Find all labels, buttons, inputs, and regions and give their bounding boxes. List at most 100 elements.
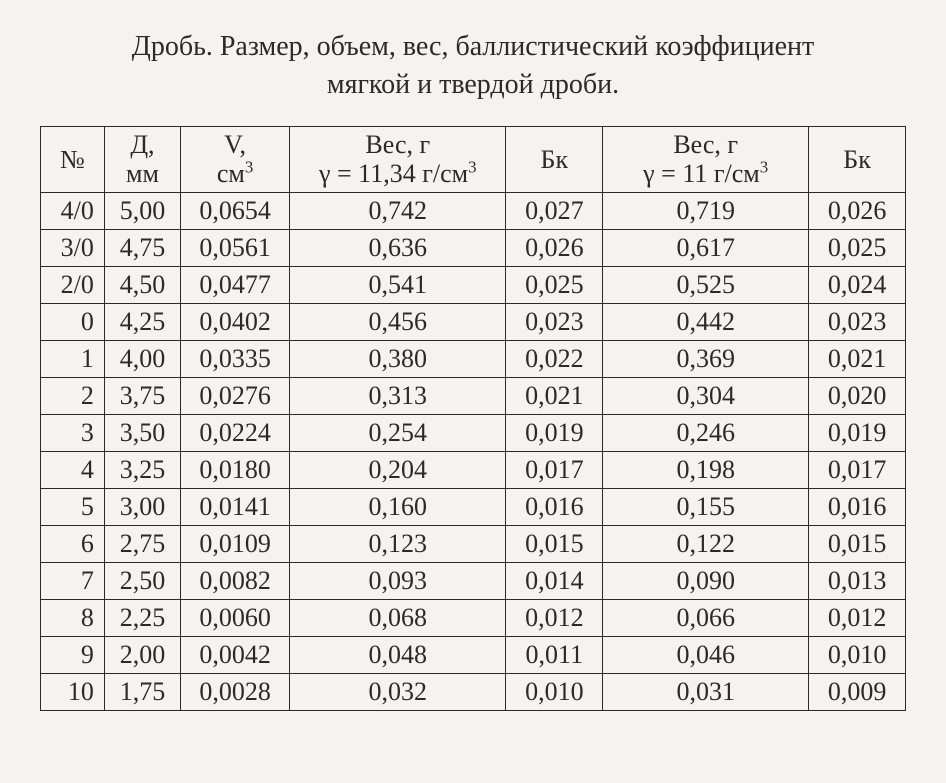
table-row: 62,750,01090,1230,0150,1220,015: [41, 526, 906, 563]
col-header-weight-2-sup: 3: [760, 158, 768, 177]
cell-weight-1: 0,093: [290, 563, 506, 600]
cell-bk-2: 0,026: [809, 193, 906, 230]
cell-bk-1: 0,015: [506, 526, 603, 563]
col-header-diameter-line2: мм: [126, 159, 159, 188]
cell-bk-1: 0,014: [506, 563, 603, 600]
cell-weight-1: 0,254: [290, 415, 506, 452]
col-header-weight-2-line2: γ = 11 г/см: [643, 159, 760, 188]
table-row: 04,250,04020,4560,0230,4420,023: [41, 304, 906, 341]
cell-weight-1: 0,636: [290, 230, 506, 267]
cell-weight-1: 0,456: [290, 304, 506, 341]
cell-weight-1: 0,068: [290, 600, 506, 637]
cell-bk-1: 0,017: [506, 452, 603, 489]
cell-weight-1: 0,204: [290, 452, 506, 489]
cell-weight-1: 0,380: [290, 341, 506, 378]
cell-volume: 0,0082: [181, 563, 290, 600]
cell-weight-1: 0,032: [290, 674, 506, 711]
cell-no: 5: [41, 489, 105, 526]
cell-bk-2: 0,023: [809, 304, 906, 341]
cell-bk-2: 0,024: [809, 267, 906, 304]
col-header-weight-1: Вес, г γ = 11,34 г/см3: [290, 126, 506, 193]
cell-weight-1: 0,123: [290, 526, 506, 563]
cell-diameter: 2,75: [104, 526, 180, 563]
cell-no: 7: [41, 563, 105, 600]
document-page: Дробь. Размер, объем, вес, баллистически…: [0, 0, 946, 783]
cell-weight-1: 0,160: [290, 489, 506, 526]
table-row: 53,000,01410,1600,0160,1550,016: [41, 489, 906, 526]
cell-volume: 0,0561: [181, 230, 290, 267]
table-row: 72,500,00820,0930,0140,0900,013: [41, 563, 906, 600]
col-header-bk-2: Бк: [809, 126, 906, 193]
cell-no: 9: [41, 637, 105, 674]
cell-weight-2: 0,155: [603, 489, 809, 526]
cell-bk-1: 0,012: [506, 600, 603, 637]
cell-volume: 0,0060: [181, 600, 290, 637]
cell-no: 3/0: [41, 230, 105, 267]
table-row: 2/04,500,04770,5410,0250,5250,024: [41, 267, 906, 304]
cell-bk-2: 0,020: [809, 378, 906, 415]
cell-weight-2: 0,304: [603, 378, 809, 415]
cell-bk-1: 0,022: [506, 341, 603, 378]
cell-bk-2: 0,016: [809, 489, 906, 526]
col-header-bk-1: Бк: [506, 126, 603, 193]
shot-table: № Д, мм V, см3 Вес, г γ = 11,34 г/см3 Бк…: [40, 126, 906, 712]
col-header-weight-1-sup: 3: [468, 158, 476, 177]
cell-weight-1: 0,541: [290, 267, 506, 304]
cell-volume: 0,0042: [181, 637, 290, 674]
col-header-weight-2: Вес, г γ = 11 г/см3: [603, 126, 809, 193]
cell-bk-1: 0,019: [506, 415, 603, 452]
table-body: 4/05,000,06540,7420,0270,7190,0263/04,75…: [41, 193, 906, 711]
col-header-no: №: [41, 126, 105, 193]
cell-volume: 0,0224: [181, 415, 290, 452]
col-header-diameter-line1: Д,: [130, 130, 154, 159]
cell-volume: 0,0109: [181, 526, 290, 563]
cell-bk-1: 0,027: [506, 193, 603, 230]
cell-weight-2: 0,442: [603, 304, 809, 341]
col-header-volume-line2: см: [217, 159, 245, 188]
cell-weight-2: 0,031: [603, 674, 809, 711]
cell-no: 4: [41, 452, 105, 489]
cell-weight-2: 0,719: [603, 193, 809, 230]
col-header-weight-2-line1: Вес, г: [673, 130, 738, 159]
cell-volume: 0,0180: [181, 452, 290, 489]
cell-volume: 0,0477: [181, 267, 290, 304]
cell-diameter: 5,00: [104, 193, 180, 230]
cell-bk-2: 0,017: [809, 452, 906, 489]
table-header-row: № Д, мм V, см3 Вес, г γ = 11,34 г/см3 Бк…: [41, 126, 906, 193]
cell-bk-2: 0,019: [809, 415, 906, 452]
cell-bk-2: 0,025: [809, 230, 906, 267]
cell-weight-2: 0,122: [603, 526, 809, 563]
cell-diameter: 4,50: [104, 267, 180, 304]
cell-no: 6: [41, 526, 105, 563]
cell-no: 8: [41, 600, 105, 637]
cell-volume: 0,0335: [181, 341, 290, 378]
table-row: 43,250,01800,2040,0170,1980,017: [41, 452, 906, 489]
cell-weight-2: 0,198: [603, 452, 809, 489]
cell-weight-2: 0,617: [603, 230, 809, 267]
cell-volume: 0,0028: [181, 674, 290, 711]
cell-bk-1: 0,026: [506, 230, 603, 267]
cell-bk-1: 0,010: [506, 674, 603, 711]
cell-diameter: 3,75: [104, 378, 180, 415]
cell-diameter: 3,25: [104, 452, 180, 489]
cell-weight-2: 0,525: [603, 267, 809, 304]
cell-bk-2: 0,010: [809, 637, 906, 674]
title-line-2: мягкой и твердой дроби.: [327, 69, 619, 100]
table-row: 3/04,750,05610,6360,0260,6170,025: [41, 230, 906, 267]
cell-bk-1: 0,011: [506, 637, 603, 674]
title-line-1: Дробь. Размер, объем, вес, баллистически…: [132, 31, 815, 62]
cell-diameter: 1,75: [104, 674, 180, 711]
cell-volume: 0,0402: [181, 304, 290, 341]
cell-diameter: 4,00: [104, 341, 180, 378]
cell-bk-2: 0,012: [809, 600, 906, 637]
col-header-diameter: Д, мм: [104, 126, 180, 193]
col-header-volume-line1: V,: [224, 130, 246, 159]
cell-weight-2: 0,066: [603, 600, 809, 637]
table-header: № Д, мм V, см3 Вес, г γ = 11,34 г/см3 Бк…: [41, 126, 906, 193]
cell-volume: 0,0276: [181, 378, 290, 415]
cell-bk-1: 0,016: [506, 489, 603, 526]
col-header-volume: V, см3: [181, 126, 290, 193]
cell-no: 2/0: [41, 267, 105, 304]
cell-bk-2: 0,021: [809, 341, 906, 378]
cell-weight-2: 0,046: [603, 637, 809, 674]
